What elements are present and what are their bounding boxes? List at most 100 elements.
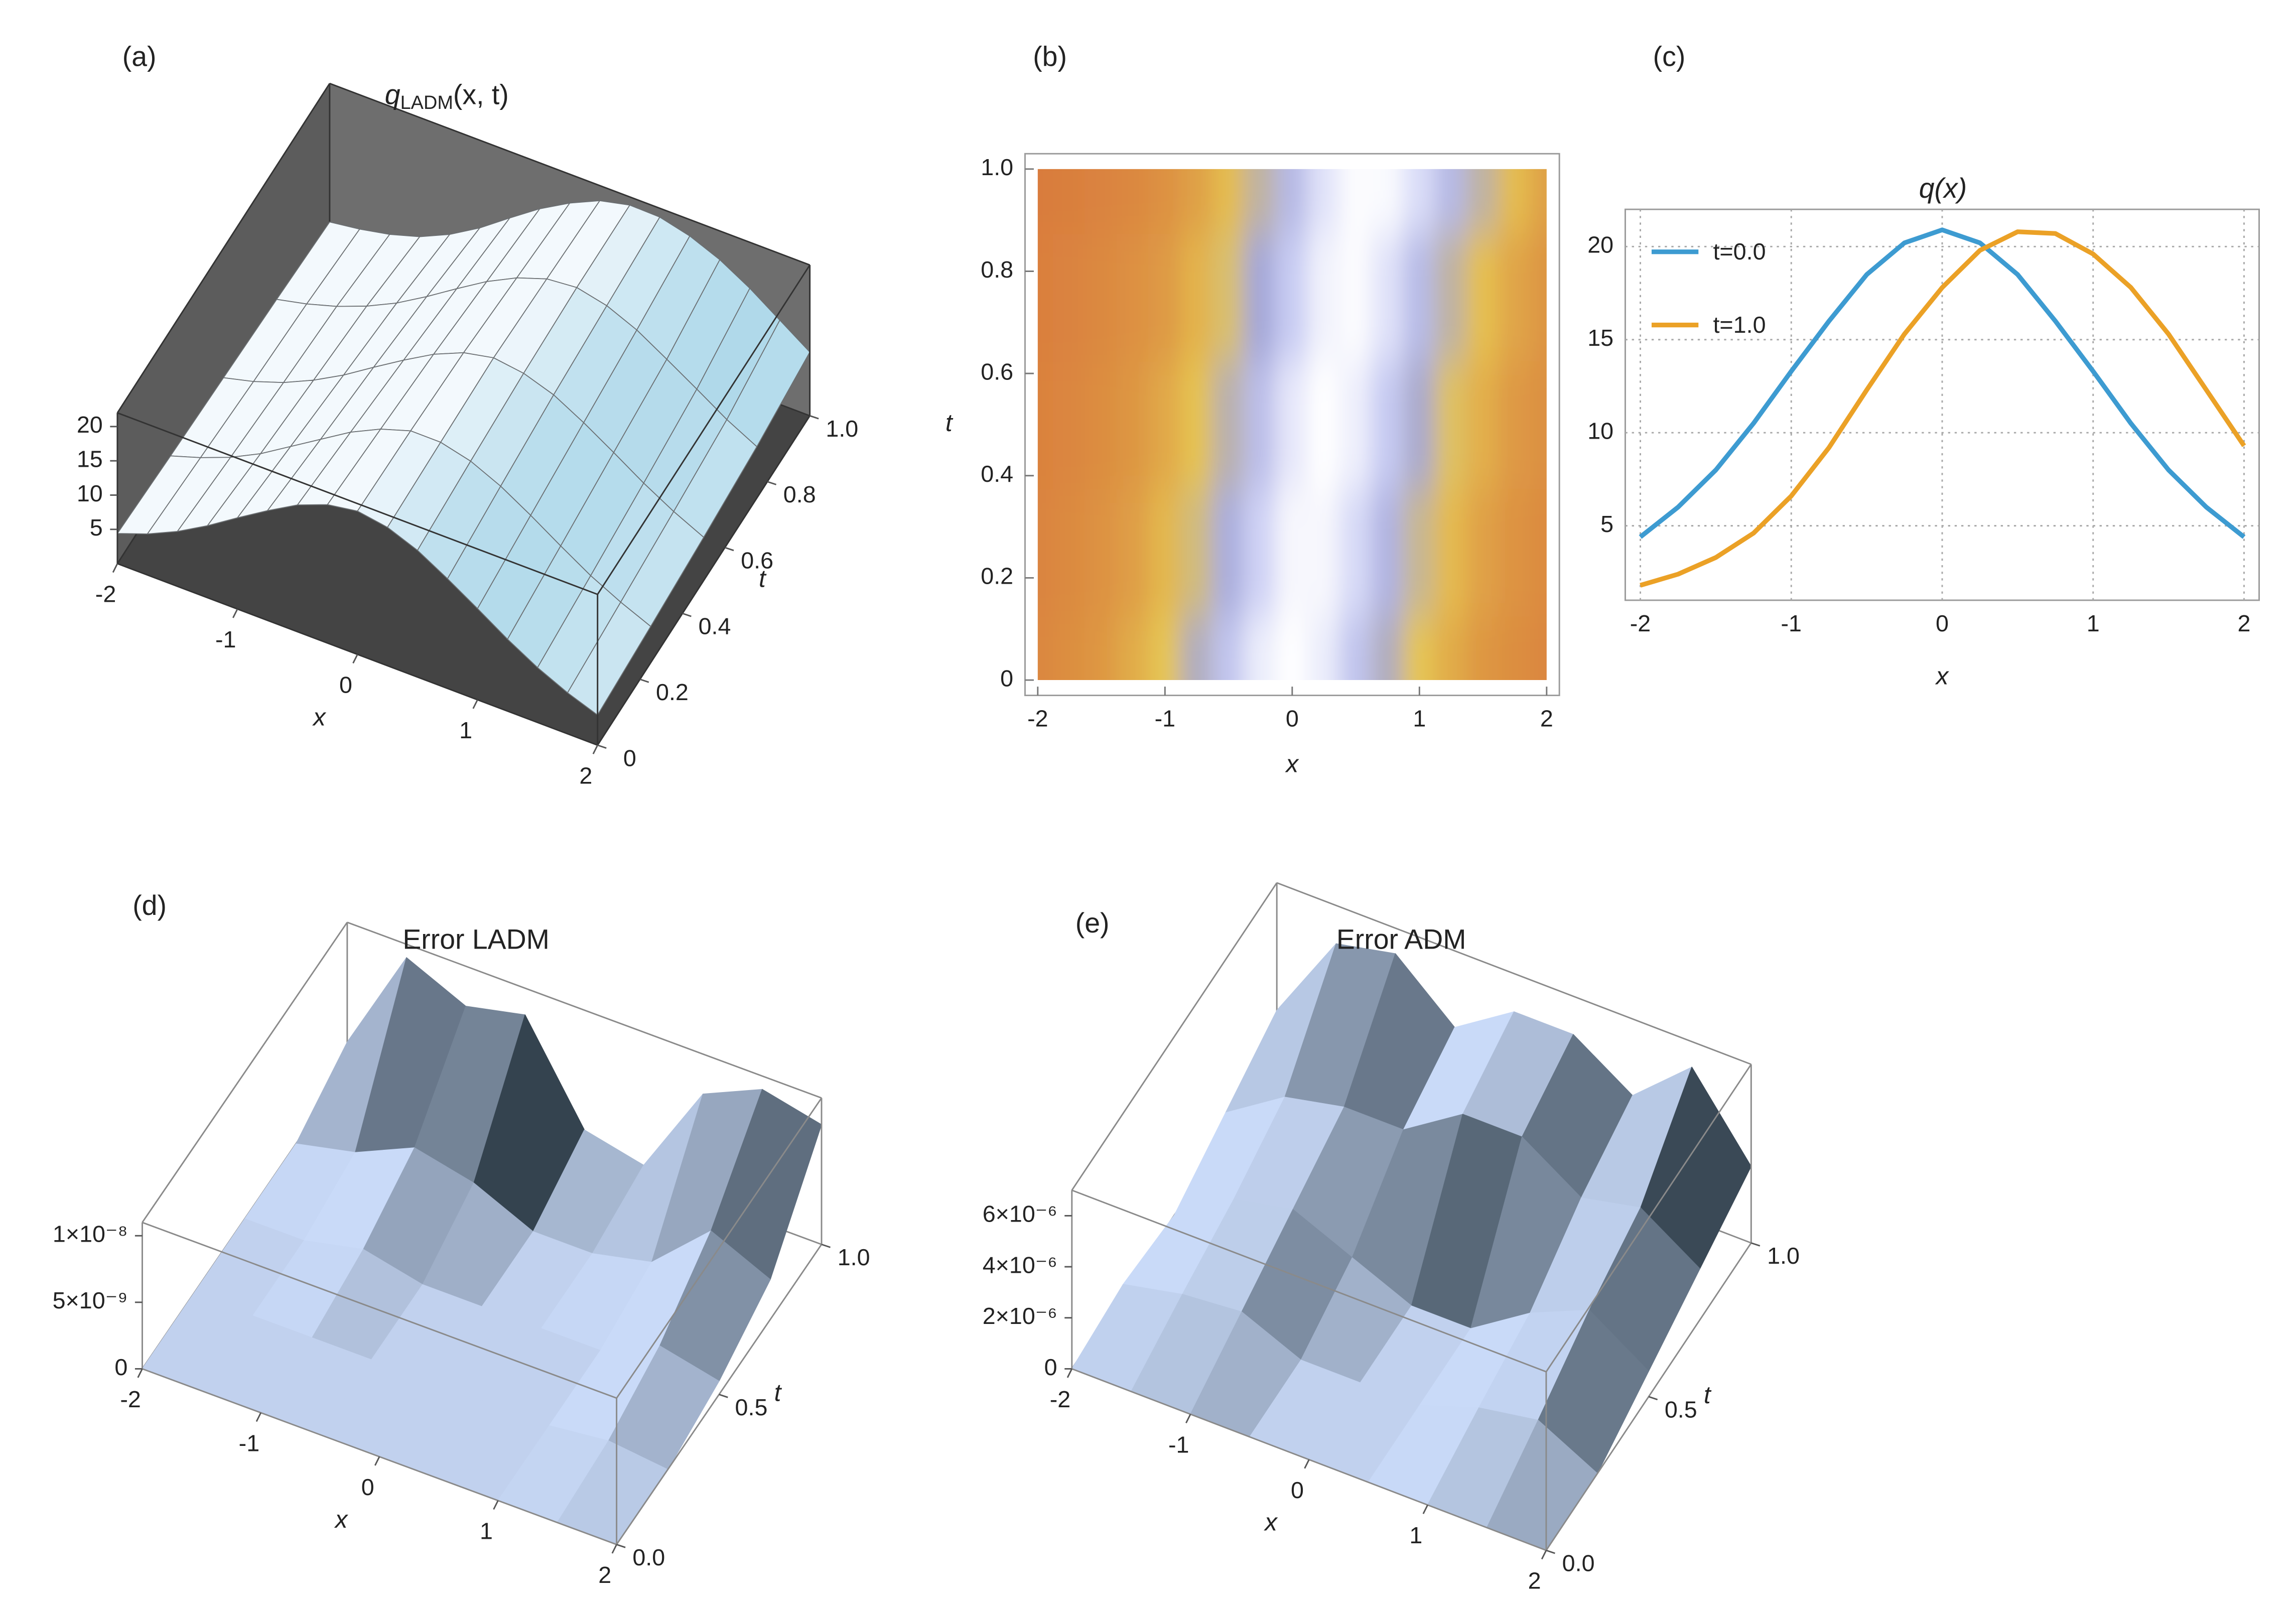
x-tick-label: -1 xyxy=(1155,706,1176,732)
density-cell xyxy=(1244,487,1277,617)
title-main: q xyxy=(385,79,400,110)
density-cell xyxy=(1339,169,1373,234)
density-cell xyxy=(1403,169,1436,234)
y-tick-label: 0 xyxy=(623,745,636,771)
density-cell xyxy=(1275,487,1309,617)
x-tick-label: -2 xyxy=(120,1386,141,1412)
y-tick xyxy=(616,1544,626,1548)
density-cell xyxy=(1116,232,1150,362)
density-field xyxy=(1037,169,1547,681)
y-tick-label: 20 xyxy=(1587,232,1613,258)
density-cell xyxy=(1307,360,1341,489)
x-tick-label: 1 xyxy=(1413,706,1426,732)
y-tick xyxy=(1750,1242,1761,1247)
density-cell xyxy=(1371,615,1405,681)
z-tick-label: 15 xyxy=(77,446,103,472)
y-tick-label: 1.0 xyxy=(838,1244,870,1270)
y-tick-label: 1.0 xyxy=(981,154,1013,180)
y-tick-label: 0.0 xyxy=(632,1544,665,1570)
density-cell xyxy=(1307,487,1341,617)
y-tick-label: 5 xyxy=(1600,511,1613,537)
density-cell xyxy=(1466,360,1500,489)
y-tick-label: 0 xyxy=(1000,665,1013,691)
y-tick-label: 1.0 xyxy=(1767,1243,1800,1269)
y-tick-label: 0.0 xyxy=(1562,1550,1595,1576)
density-cell xyxy=(1180,615,1213,681)
density-cell xyxy=(1498,169,1532,234)
density-cell xyxy=(1403,360,1436,489)
x-tick xyxy=(1541,1550,1547,1560)
box-edge xyxy=(117,412,598,595)
y-tick xyxy=(725,547,734,552)
box-edge xyxy=(117,563,598,746)
x-tick-label: 2 xyxy=(598,1562,611,1588)
y-tick-label: 0.8 xyxy=(981,256,1013,283)
x-tick-label: 1 xyxy=(1409,1522,1422,1548)
x-tick-label: -2 xyxy=(1050,1386,1071,1412)
density-cell xyxy=(1466,487,1500,617)
box-edge xyxy=(616,1097,823,1399)
density-cell xyxy=(1434,232,1468,362)
y-tick xyxy=(767,481,777,485)
density-cell xyxy=(1244,615,1277,681)
y-tick xyxy=(809,415,819,420)
y-tick-label: 0.4 xyxy=(699,613,731,639)
density-cell xyxy=(1148,169,1182,234)
z-tick-label: 4×10⁻⁶ xyxy=(983,1252,1057,1278)
x-tick-label: -1 xyxy=(1781,610,1802,636)
y-tick-label: 1.0 xyxy=(826,416,858,442)
box-edge xyxy=(1276,882,1751,1065)
y-tick-label: 0.2 xyxy=(981,563,1013,589)
x-tick-label: 0 xyxy=(1291,1477,1304,1503)
y-axis-label: t xyxy=(1704,1381,1712,1409)
box-edge xyxy=(142,1222,617,1399)
z-tick-label: 20 xyxy=(77,412,103,438)
density-cell xyxy=(1498,487,1532,617)
density-cell xyxy=(1148,360,1182,489)
z-tick-label: 0 xyxy=(1044,1354,1057,1380)
x-tick xyxy=(352,654,358,664)
chart-title: qLADM(x, t) xyxy=(385,79,509,113)
density-cell xyxy=(1530,232,1547,362)
x-axis-label: x xyxy=(1285,750,1299,778)
y-tick-label: 0.8 xyxy=(783,481,816,507)
y-tick xyxy=(682,612,692,617)
density-cell xyxy=(1244,169,1277,234)
z-tick-label: 6×10⁻⁶ xyxy=(983,1201,1057,1227)
density-cell xyxy=(1053,169,1087,234)
panel-label: (b) xyxy=(1033,41,1067,72)
x-tick-label: 2 xyxy=(2237,610,2250,636)
density-cell xyxy=(1434,169,1468,234)
legend-label: t=0.0 xyxy=(1713,238,1766,264)
x-tick xyxy=(232,608,238,618)
x-axis-label: x xyxy=(1935,662,1950,690)
y-tick-label: 0.5 xyxy=(1665,1396,1697,1422)
density-cell xyxy=(1180,360,1213,489)
x-axis-label: x xyxy=(1264,1508,1278,1536)
x-axis-label: x xyxy=(312,703,327,731)
density-cell xyxy=(1085,232,1118,362)
density-cell xyxy=(1339,615,1373,681)
density-cell xyxy=(1211,232,1246,362)
density-cell xyxy=(1307,615,1341,681)
x-tick-label: 2 xyxy=(1528,1568,1541,1594)
box-edge xyxy=(597,264,811,595)
density-cell xyxy=(1498,615,1532,681)
density-cell xyxy=(1371,487,1405,617)
z-tick-label: 5 xyxy=(90,514,103,541)
density-cell xyxy=(1085,615,1118,681)
x-tick-label: -1 xyxy=(215,626,236,652)
density-clip xyxy=(1037,169,1547,681)
x-tick-label: -1 xyxy=(239,1430,260,1456)
box-edge xyxy=(1071,1189,1547,1373)
x-tick-label: 0 xyxy=(1286,706,1299,732)
y-tick-label: 10 xyxy=(1587,418,1613,444)
chart-title: Error LADM xyxy=(402,923,549,955)
x-tick-label: -2 xyxy=(1630,610,1651,636)
plot-frame xyxy=(1624,208,2260,601)
density-cell xyxy=(1339,487,1373,617)
density-cell xyxy=(1180,169,1213,234)
x-tick-label: 0 xyxy=(339,672,352,698)
y-tick-label: 15 xyxy=(1587,325,1613,351)
